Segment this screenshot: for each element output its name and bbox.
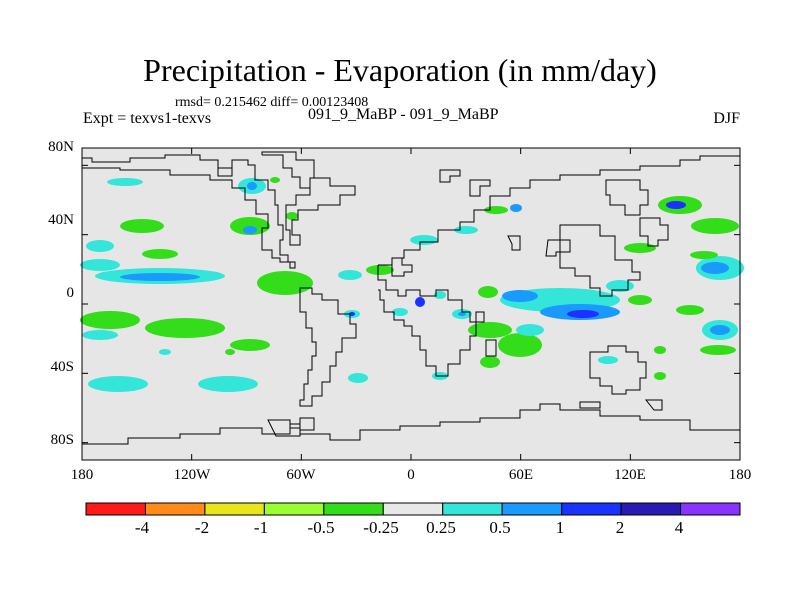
colorbar-swatch xyxy=(561,502,622,516)
colorbar-label: 2 xyxy=(615,518,625,537)
colorbar-label: 1 xyxy=(555,518,565,537)
colorbar-swatch xyxy=(680,502,741,516)
colorbar-label: -0.25 xyxy=(363,518,399,537)
lat-tick-label: 40N xyxy=(48,212,74,228)
lat-tick-label: 0 xyxy=(66,285,75,301)
colorbar-swatch xyxy=(501,502,563,516)
colorbar-swatch xyxy=(85,502,146,516)
lat-tick-label: 80S xyxy=(50,432,74,448)
lon-tick-label: 0 xyxy=(407,467,415,483)
colorbar-swatch xyxy=(323,502,384,516)
lon-tick-label: 180 xyxy=(70,467,94,483)
colorbar-swatch xyxy=(620,502,682,516)
colorbar-label: 0.25 xyxy=(426,518,456,537)
colorbar-swatch xyxy=(263,502,325,516)
colorbar-label: -2 xyxy=(194,518,210,537)
colorbar-label: -0.5 xyxy=(307,518,335,537)
colorbar-label: -4 xyxy=(134,518,150,537)
runs-label: 091_9_MaBP - 091_9_MaBP xyxy=(308,106,499,123)
lat-tick-label: 80N xyxy=(48,139,74,155)
anomaly-fields xyxy=(80,177,744,392)
colorbar-label: 0.5 xyxy=(489,518,511,537)
colorbar-label: -1 xyxy=(253,518,269,537)
colorbar-swatch xyxy=(144,502,206,516)
lat-tick-label: 40S xyxy=(50,359,74,375)
colorbar-swatch xyxy=(204,502,265,516)
map-background xyxy=(82,148,740,460)
lon-tick-label: 120E xyxy=(614,467,646,483)
lon-tick-label: 120W xyxy=(173,467,211,483)
continent-outlines xyxy=(82,151,740,445)
page-title: Precipitation - Evaporation (in mm/day) xyxy=(143,52,657,88)
lon-tick-label: 60W xyxy=(286,467,316,483)
colorbar-swatch xyxy=(442,502,503,516)
season-label: DJF xyxy=(713,110,740,127)
lon-tick-label: 60E xyxy=(508,467,534,483)
colorbar-label: 4 xyxy=(674,518,684,537)
stats-line: rmsd= 0.215462 diff= 0.00123408 xyxy=(175,95,369,110)
lon-tick-label: 180 xyxy=(728,467,752,483)
experiment-label: Expt = texvs1-texvs xyxy=(83,110,212,127)
axis-ticks xyxy=(81,148,741,460)
colorbar xyxy=(85,502,741,516)
colorbar-swatch xyxy=(382,502,444,516)
